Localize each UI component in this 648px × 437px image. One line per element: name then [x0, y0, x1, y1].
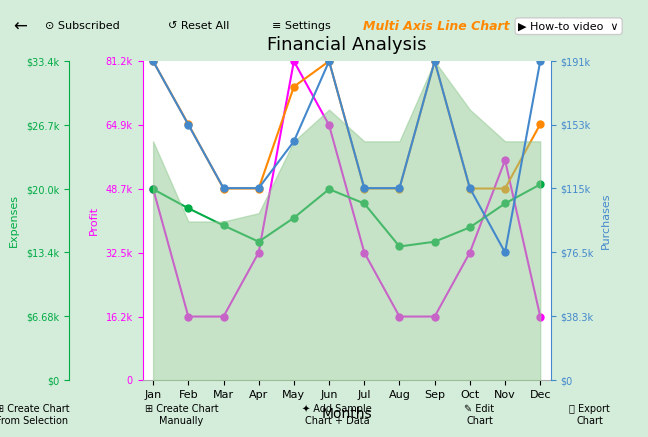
Text: ⊞ Create Chart
From Selection: ⊞ Create Chart From Selection — [0, 404, 69, 426]
Text: ⤓ Export
Chart: ⤓ Export Chart — [569, 404, 610, 426]
X-axis label: Months: Months — [321, 407, 372, 421]
Text: ⊞ Create Chart
Manually: ⊞ Create Chart Manually — [145, 404, 218, 426]
Text: ↺ Reset All: ↺ Reset All — [168, 21, 230, 31]
Y-axis label: Profit: Profit — [89, 206, 98, 235]
Y-axis label: Expenses: Expenses — [9, 194, 19, 247]
Title: Financial Analysis: Financial Analysis — [267, 36, 426, 54]
Text: ▶ How-to video  ∨: ▶ How-to video ∨ — [518, 21, 619, 31]
Text: ←: ← — [13, 17, 27, 35]
Text: Multi Axis Line Chart: Multi Axis Line Chart — [363, 20, 509, 33]
Y-axis label: Purchases: Purchases — [601, 192, 611, 249]
Text: ✦ Add Sample
Chart + Data: ✦ Add Sample Chart + Data — [302, 404, 372, 426]
Text: ≡ Settings: ≡ Settings — [272, 21, 331, 31]
Text: ⊙ Subscribed: ⊙ Subscribed — [45, 21, 120, 31]
Text: ✎ Edit
Chart: ✎ Edit Chart — [465, 404, 494, 426]
